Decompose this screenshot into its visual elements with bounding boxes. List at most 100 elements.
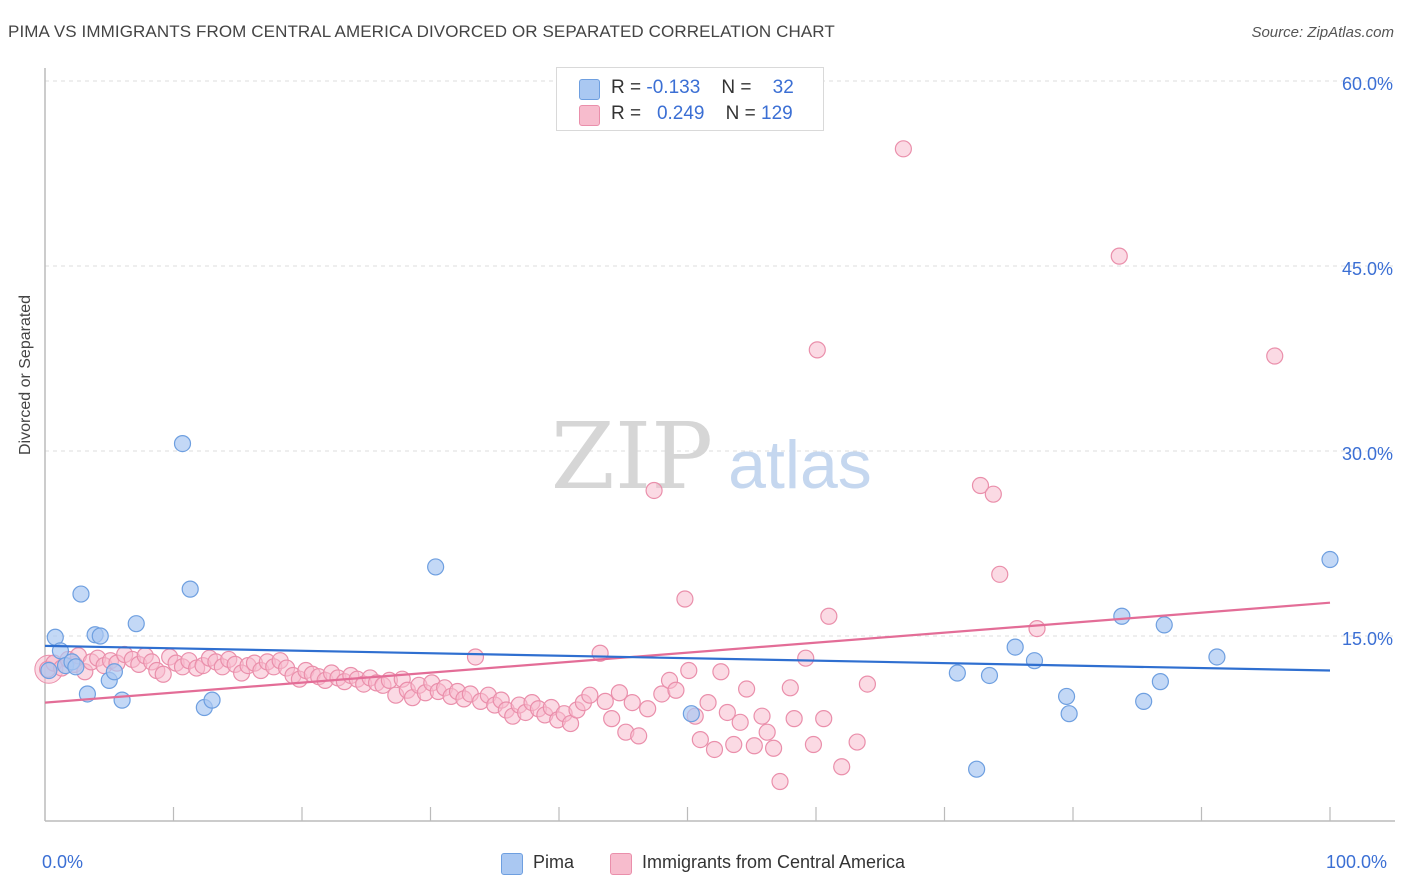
data-point-pima [127, 615, 145, 633]
r-label: R = [611, 103, 642, 124]
data-point-pima [427, 558, 445, 576]
r-value: 0.249 [656, 103, 705, 124]
x-tick-label-min: 0.0% [42, 852, 84, 872]
data-point-central-america [718, 703, 736, 722]
legend-label-central-america: Immigrants from Central America [642, 852, 906, 872]
data-point-pima [1025, 652, 1044, 670]
y-tick-label: 15.0% [1342, 629, 1393, 649]
data-point-central-america [680, 661, 698, 680]
n-value: 129 [761, 103, 793, 124]
n-label: N = [725, 103, 756, 124]
data-point-central-america [630, 727, 648, 745]
pima-swatch [501, 853, 523, 875]
watermark-atlas: atlas [728, 427, 872, 503]
data-point-central-america [154, 665, 172, 683]
x-tick-label-max: 100.0% [1326, 852, 1388, 872]
data-point-pima [173, 435, 192, 453]
data-point-pima [1006, 638, 1024, 656]
data-point-central-america [894, 140, 912, 158]
gridlines [45, 80, 1395, 637]
data-point-pima [948, 664, 966, 682]
data-point-central-america [785, 710, 803, 728]
data-point-central-america [820, 607, 838, 625]
data-point-central-america [645, 481, 663, 500]
source-label: Source: ZipAtlas.com [1251, 24, 1394, 41]
central-america-swatch [610, 853, 632, 875]
data-point-central-america [991, 565, 1009, 583]
legend-label-pima: Pima [533, 852, 575, 872]
data-point-central-america [771, 772, 789, 791]
r-label: R = [611, 77, 642, 98]
trend-lines [44, 601, 1331, 704]
data-point-central-america [1110, 247, 1128, 265]
axes [44, 68, 1395, 822]
data-point-central-america [639, 700, 657, 718]
central-america-swatch [579, 105, 600, 126]
data-point-pima [682, 705, 700, 723]
data-point-central-america [731, 713, 749, 731]
data-point-central-america [596, 692, 614, 710]
r-value: -0.133 [646, 77, 701, 98]
data-point-central-america [781, 679, 799, 697]
data-point-pima [105, 663, 123, 681]
data-point-pima [968, 760, 986, 778]
data-point-central-america [758, 723, 776, 741]
data-point-pima [980, 666, 999, 685]
watermark-zip: ZIP [551, 403, 713, 510]
data-point-pima [1155, 616, 1173, 634]
data-point-central-america [1266, 347, 1284, 365]
watermark: ZIP atlas [551, 403, 872, 510]
y-tick-label: 30.0% [1342, 444, 1393, 464]
data-point-central-america [466, 648, 485, 666]
n-label: N = [721, 77, 752, 98]
data-point-central-america [848, 733, 866, 751]
data-point-central-america [581, 686, 599, 704]
data-point-central-america [705, 740, 724, 759]
data-point-central-america [833, 758, 851, 776]
data-point-central-america [725, 735, 743, 754]
data-point-central-america [667, 681, 685, 699]
data-point-central-america [764, 739, 783, 757]
data-point-pima [113, 691, 131, 709]
data-point-central-america [804, 735, 823, 754]
trend-line-pima [44, 644, 1331, 672]
data-point-central-america [699, 693, 717, 712]
data-point-pima [1060, 705, 1078, 723]
data-point-pima [1135, 692, 1153, 710]
data-point-central-america [738, 680, 756, 698]
correlation-legend: R = -0.133 N = 32 R = 0.249 N = 129 [556, 67, 824, 131]
y-tick-label: 45.0% [1342, 259, 1393, 279]
data-point-pima [1057, 687, 1076, 706]
data-point-pima [181, 580, 199, 598]
data-point-central-america [691, 730, 709, 749]
data-point-central-america [745, 737, 763, 755]
data-point-central-america [815, 710, 833, 728]
y-tick-labels: 15.0% 30.0% 45.0% 60.0% [1342, 74, 1393, 649]
data-point-pima [1321, 550, 1339, 569]
data-point-pima [1208, 648, 1226, 666]
data-point-central-america [808, 341, 826, 359]
series-pima-points [40, 435, 1339, 778]
data-point-pima [1113, 607, 1131, 625]
data-point-pima [72, 585, 90, 603]
data-point-pima [1151, 673, 1169, 691]
n-value: 32 [772, 77, 794, 98]
pima-swatch [579, 79, 600, 100]
data-point-pima [67, 658, 85, 676]
data-point-central-america [610, 684, 628, 702]
data-point-central-america [858, 675, 877, 693]
data-point-pima [203, 691, 221, 709]
data-point-central-america [676, 590, 694, 608]
data-point-central-america [753, 707, 771, 725]
data-point-pima [91, 627, 109, 645]
data-point-central-america [712, 663, 730, 681]
data-point-central-america [971, 476, 990, 495]
data-point-pima [40, 661, 58, 680]
y-tick-label: 60.0% [1342, 74, 1393, 94]
chart-title: PIMA VS IMMIGRANTS FROM CENTRAL AMERICA … [8, 22, 835, 41]
data-point-central-america [1028, 619, 1046, 638]
data-point-central-america [984, 485, 1002, 503]
data-point-central-america [603, 710, 621, 728]
data-point-central-america [623, 693, 641, 712]
